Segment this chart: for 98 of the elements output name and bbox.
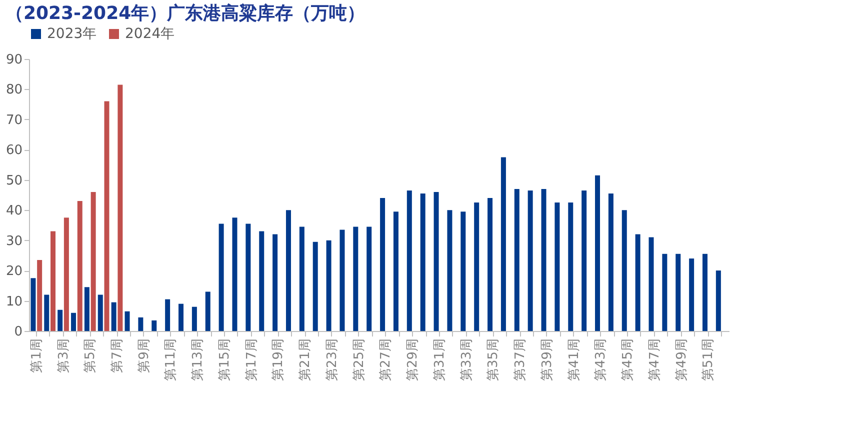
x-tick-label: 第21周 <box>298 338 314 382</box>
bar <box>205 292 210 331</box>
bar <box>44 294 50 331</box>
bar <box>447 210 452 331</box>
x-tick-label: 第33周 <box>459 338 474 382</box>
bar <box>366 226 372 331</box>
bar <box>434 192 439 331</box>
x-tick-label: 第3周 <box>56 338 72 373</box>
bar <box>192 306 197 331</box>
bar <box>326 240 332 331</box>
y-tick-label: 40 <box>6 204 22 219</box>
bar <box>272 234 278 331</box>
bar <box>582 190 587 331</box>
bar <box>460 212 466 331</box>
x-tick-label: 第51周 <box>701 338 716 382</box>
y-tick-label: 80 <box>6 82 22 98</box>
x-tick-label: 第27周 <box>378 338 394 382</box>
x-tick-label: 第45周 <box>620 338 636 382</box>
bar <box>90 192 96 331</box>
y-tick-label: 0 <box>14 324 22 340</box>
bar <box>420 193 426 331</box>
x-tick-label: 第17周 <box>244 338 260 382</box>
x-tick-label: 第19周 <box>271 338 286 382</box>
bar <box>37 260 42 331</box>
y-tick-label: 60 <box>6 143 22 158</box>
bar <box>474 202 480 331</box>
bar <box>702 254 708 331</box>
bar <box>595 175 600 331</box>
bar <box>98 294 103 331</box>
bar <box>50 231 56 331</box>
bar <box>152 320 157 331</box>
y-tick-label: 30 <box>6 234 22 249</box>
bar <box>84 287 90 331</box>
bar <box>488 198 493 331</box>
bar <box>124 311 130 331</box>
x-tick-label: 第15周 <box>217 338 232 382</box>
y-tick-label: 20 <box>6 264 22 280</box>
bar <box>58 310 63 331</box>
bar <box>30 278 36 331</box>
x-tick-label: 第47周 <box>647 338 662 382</box>
bar <box>676 254 681 331</box>
bar <box>340 230 345 331</box>
x-tick-label: 第1周 <box>29 338 44 373</box>
x-tick-label: 第35周 <box>486 338 502 382</box>
bar <box>246 224 251 331</box>
bar <box>312 242 318 331</box>
bar <box>232 218 238 331</box>
bar <box>716 270 721 331</box>
bar <box>353 226 358 331</box>
bar <box>406 190 412 331</box>
bar <box>218 224 224 331</box>
bar <box>259 231 264 331</box>
y-tick-label: 10 <box>6 294 22 310</box>
legend-label: 2024年 <box>125 26 175 42</box>
x-tick-label: 第25周 <box>352 338 367 382</box>
bar <box>662 254 668 331</box>
x-tick-label: 第39周 <box>540 338 555 382</box>
x-tick-label: 第23周 <box>324 338 340 382</box>
bar <box>635 234 640 331</box>
x-tick-label: 第37周 <box>513 338 528 382</box>
bar <box>541 188 546 331</box>
x-tick-label: 第13周 <box>190 338 206 382</box>
x-tick-label: 第7周 <box>110 338 126 373</box>
y-tick-label: 90 <box>6 52 22 68</box>
bar <box>71 312 76 331</box>
bar <box>299 226 304 331</box>
bar <box>514 188 520 331</box>
x-tick-label: 第41周 <box>566 338 582 382</box>
chart-title: （2023-2024年）广东港高粱库存（万吨） <box>5 3 366 24</box>
y-tick-label: 70 <box>6 112 22 128</box>
x-tick-label: 第43周 <box>594 338 609 382</box>
bar <box>165 299 170 331</box>
bar <box>622 210 627 331</box>
bar <box>500 157 506 331</box>
bar <box>568 202 574 331</box>
bar <box>178 304 184 331</box>
bar <box>286 210 291 331</box>
bar <box>689 258 694 331</box>
bar <box>118 84 123 331</box>
bar <box>608 193 614 331</box>
x-tick-label: 第11周 <box>164 338 179 382</box>
bar <box>380 198 386 331</box>
bar <box>104 101 110 331</box>
bar <box>554 202 560 331</box>
x-tick-label: 第9周 <box>136 338 152 373</box>
bar <box>648 237 654 331</box>
x-tick-label: 第29周 <box>406 338 421 382</box>
bar <box>64 218 69 331</box>
bar <box>111 302 116 331</box>
legend-label: 2023年 <box>47 26 97 42</box>
y-tick-label: 50 <box>6 173 22 188</box>
bar <box>528 190 533 331</box>
x-tick-label: 第5周 <box>83 338 98 373</box>
bar <box>77 201 82 331</box>
x-tick-label: 第31周 <box>432 338 448 382</box>
x-tick-label: 第49周 <box>674 338 690 382</box>
bar <box>393 212 398 331</box>
bar <box>138 317 144 331</box>
